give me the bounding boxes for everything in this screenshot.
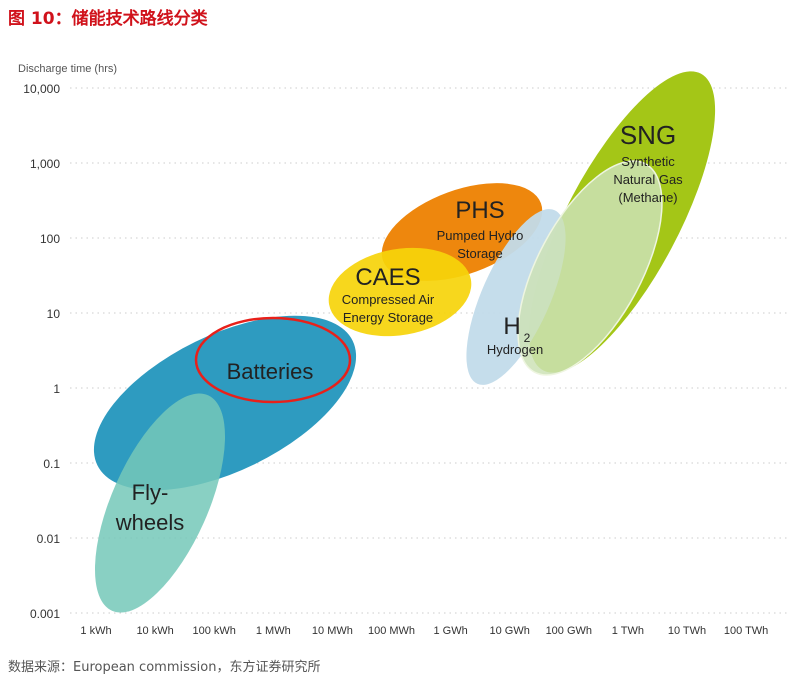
label-batteries: Batteries <box>227 359 314 384</box>
y-tick-label: 0.001 <box>30 607 60 621</box>
x-tick-label: 100 GWh <box>546 625 592 637</box>
label-h2: H <box>503 313 520 340</box>
x-tick-label: 100 kWh <box>192 625 235 637</box>
sublabel-sng-2: Natural Gas <box>613 172 683 187</box>
region-flywheels <box>94 393 226 613</box>
y-axis-label: Discharge time (hrs) <box>18 63 117 75</box>
x-tick-label: 1 kWh <box>80 625 111 637</box>
region-sng-overlap <box>517 160 663 376</box>
sublabel-phs-2: Storage <box>457 246 503 261</box>
x-tick-label: 1 GWh <box>433 625 467 637</box>
y-tick-label: 10,000 <box>23 82 60 96</box>
sublabel-h2: Hydrogen <box>487 342 543 357</box>
sublabel-sng: Synthetic <box>621 154 675 169</box>
sublabel-caes: Compressed Air <box>342 292 435 307</box>
label-phs: PHS <box>455 197 504 224</box>
sublabel-sng-3: (Methane) <box>618 190 677 205</box>
y-tick-label: 100 <box>40 232 60 246</box>
storage-chart: Discharge time (hrs) 10,000 1,000 100 10 1 0.1… <box>18 63 790 637</box>
region-caes <box>328 247 472 337</box>
x-tick-label: 100 TWh <box>724 625 768 637</box>
x-tick-label: 1 TWh <box>612 625 644 637</box>
highlight-circle <box>194 316 352 404</box>
y-tick-label: 1 <box>53 382 60 396</box>
x-tick-label: 10 GWh <box>490 625 530 637</box>
y-tick-label: 1,000 <box>30 157 60 171</box>
sublabel-phs: Pumped Hydro <box>437 228 524 243</box>
sublabel-caes-2: Energy Storage <box>343 310 433 325</box>
label-flywheels: Fly- <box>132 480 169 505</box>
x-tick-label: 1 MWh <box>256 625 291 637</box>
label-flywheels-2: wheels <box>115 510 184 535</box>
x-tick-label: 10 TWh <box>668 625 706 637</box>
y-tick-label: 0.1 <box>43 457 60 471</box>
source-note: 数据来源：European commission，东方证券研究所 <box>8 660 321 675</box>
label-caes: CAES <box>355 264 420 291</box>
x-tick-label: 10 kWh <box>136 625 173 637</box>
figure-title: 图 10：储能技术路线分类 <box>8 9 208 29</box>
y-tick-label: 10 <box>47 307 61 321</box>
label-h2-subscript: 2 <box>524 331 531 345</box>
label-sng: SNG <box>620 120 676 150</box>
y-tick-label: 0.01 <box>37 532 61 546</box>
x-tick-label: 100 MWh <box>368 625 415 637</box>
x-tick-label: 10 MWh <box>312 625 353 637</box>
